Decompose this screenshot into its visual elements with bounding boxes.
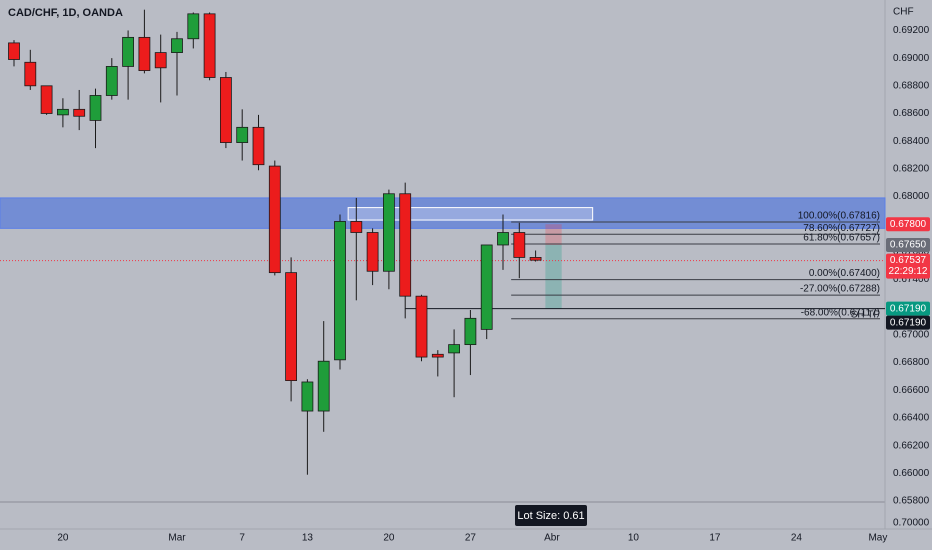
y-tick-label: 0.68200 xyxy=(893,163,930,174)
candle-body xyxy=(40,85,53,114)
candle-body xyxy=(171,38,183,53)
candle-body xyxy=(252,126,265,166)
y-tick-label: 0.66400 xyxy=(893,413,930,424)
x-tick-label: 13 xyxy=(302,533,314,544)
y-tick-label: 0.68400 xyxy=(893,136,930,147)
x-tick-label: 20 xyxy=(383,533,395,544)
fib-label: -27.00%(0.67288) xyxy=(800,284,880,295)
candle-body xyxy=(350,221,363,233)
fib-label: 100.00%(0.67816) xyxy=(798,211,880,222)
fib-label: 78.60%(0.67727) xyxy=(803,223,880,234)
candle-body xyxy=(73,108,86,117)
candle-body xyxy=(203,13,216,78)
lot-size-box xyxy=(515,505,587,526)
y-tick-label: 0.67600 xyxy=(893,247,930,258)
candle-body xyxy=(399,193,412,297)
y-tick-label: 0.67400 xyxy=(893,274,930,285)
y-tick-label: 0.66800 xyxy=(893,357,930,368)
candle-body xyxy=(529,257,542,261)
fib-label: -68.00%(0.67117) xyxy=(801,307,880,318)
candle-body xyxy=(187,13,200,40)
horizontal-line-label: SH TP xyxy=(851,309,881,320)
candle-body xyxy=(219,77,232,143)
lower-pane-tick-label: 0.70000 xyxy=(893,518,930,529)
candle-body xyxy=(513,232,526,258)
candle-body xyxy=(154,52,167,69)
price-label: 0.67537 xyxy=(890,255,927,266)
candle-body xyxy=(382,193,395,272)
price-label: 0.67190 xyxy=(890,303,927,314)
candle-body xyxy=(317,360,330,412)
fib-label: 0.00%(0.67400) xyxy=(809,268,880,279)
candle-body xyxy=(105,66,118,96)
price-label-box xyxy=(886,253,930,279)
candle-body xyxy=(497,232,509,246)
x-tick-label: 7 xyxy=(239,533,245,544)
candle-body xyxy=(268,165,281,274)
x-tick-label: 27 xyxy=(465,533,477,544)
price-label-box xyxy=(886,301,930,316)
price-label-box xyxy=(886,217,930,232)
chart-title: CAD/CHF, 1D, OANDA xyxy=(8,7,123,19)
candle-body xyxy=(334,221,346,361)
candle-body xyxy=(89,95,102,121)
y-tick-label: 0.68600 xyxy=(893,108,930,119)
candle-body xyxy=(122,36,134,67)
candle-body xyxy=(464,317,477,346)
price-label-countdown: 22:29:12 xyxy=(889,266,928,277)
x-tick-label: Abr xyxy=(544,533,560,544)
candle-body xyxy=(57,108,69,116)
candle-body xyxy=(301,381,314,412)
x-tick-label: Mar xyxy=(168,533,186,544)
candle-body xyxy=(285,272,298,381)
y-tick-label: 0.68800 xyxy=(893,80,930,91)
candle-body xyxy=(448,344,461,354)
candle-body xyxy=(431,353,444,358)
candle-body xyxy=(415,295,428,358)
target-zone xyxy=(545,244,562,309)
y-tick-label: 0.69200 xyxy=(893,25,930,36)
y-tick-label: 0.68000 xyxy=(893,191,930,202)
y-tick-label: 0.67000 xyxy=(893,330,930,341)
price-label-box xyxy=(886,237,930,252)
y-tick-label: 0.65800 xyxy=(893,496,930,507)
x-tick-label: 17 xyxy=(709,533,721,544)
candle-body xyxy=(366,232,379,272)
x-tick-label: 24 xyxy=(791,533,803,544)
y-tick-label: 0.66200 xyxy=(893,440,930,451)
price-label-box xyxy=(886,315,930,330)
x-tick-label: May xyxy=(868,533,887,544)
candle-body xyxy=(236,126,249,143)
y-tick-label: 0.66000 xyxy=(893,468,930,479)
x-tick-label: 20 xyxy=(57,533,69,544)
y-axis-label: CHF xyxy=(893,7,914,18)
lot-size-label: Lot Size: 0.61 xyxy=(517,510,584,522)
x-tick-label: 10 xyxy=(628,533,640,544)
candle-body xyxy=(138,36,151,71)
y-tick-label: 0.66600 xyxy=(893,385,930,396)
candle-body xyxy=(480,244,493,330)
fib-label: 61.80%(0.67657) xyxy=(803,233,880,244)
zone xyxy=(0,197,886,229)
candle-body xyxy=(8,42,20,60)
price-label: 0.67650 xyxy=(890,240,927,251)
y-tick-label: 0.69000 xyxy=(893,53,930,64)
price-label: 0.67800 xyxy=(890,219,927,230)
candle-body xyxy=(24,61,37,87)
price-label: 0.67190 xyxy=(890,317,927,328)
